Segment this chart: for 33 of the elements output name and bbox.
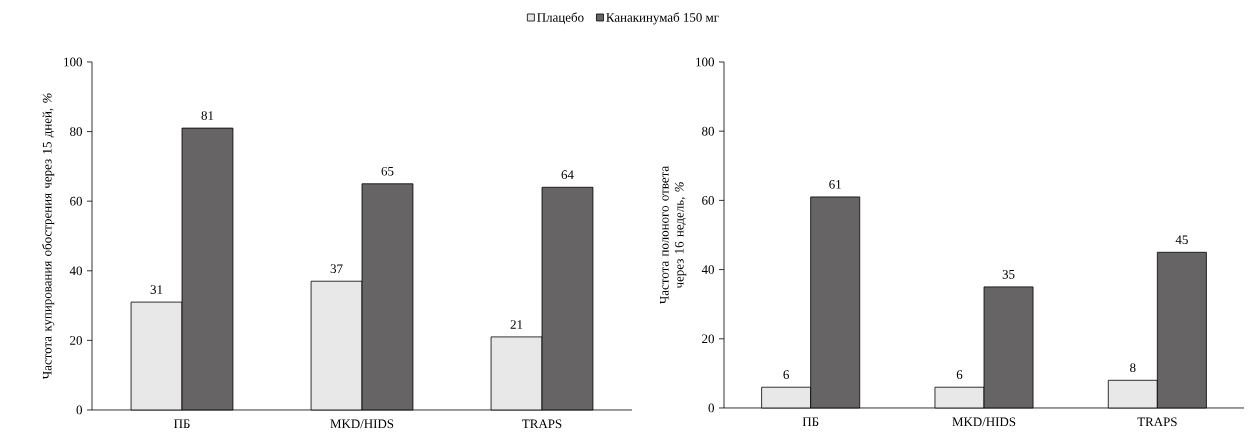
x-tick-label: ПБ: [173, 419, 190, 428]
x-tick-label: TRAPS: [522, 419, 562, 429]
data-label: 65: [381, 166, 394, 176]
x-tick-label: MKD/HIDS: [330, 419, 394, 429]
data-label: 64: [561, 170, 574, 180]
data-label: 35: [1002, 269, 1015, 279]
legend-label: Плацебо: [537, 12, 584, 25]
data-label: 21: [510, 320, 523, 329]
y-tick-label: 100: [64, 57, 82, 67]
x-tick-label: ПБ: [802, 417, 819, 426]
y-tick-label: 80: [70, 127, 82, 136]
legend-label: Канакинумаб 150 мг: [606, 12, 719, 25]
y-tick-label: 0: [708, 403, 715, 413]
data-label: 6: [783, 370, 790, 380]
y-tick-label: 40: [69, 266, 82, 276]
data-label: 31: [150, 285, 163, 294]
y-tick-label: 60: [702, 196, 714, 205]
y-axis-title: Частота купирования обострения через 15 дней, %: [42, 93, 55, 380]
y-tick-label: 80: [702, 126, 714, 136]
y-tick-label: 100: [696, 57, 714, 67]
data-label: 61: [829, 180, 841, 189]
y-tick-label: 20: [702, 334, 714, 344]
data-label: 81: [201, 111, 214, 120]
y-tick-label: 40: [701, 265, 714, 274]
x-tick-label: MKD/HIDS: [952, 417, 1016, 427]
data-label: 8: [1130, 363, 1136, 373]
y-tick-label: 20: [70, 336, 82, 345]
data-label: 37: [330, 264, 343, 274]
data-label: 6: [956, 370, 963, 380]
y-tick-label: 0: [76, 405, 82, 415]
x-tick-label: TRAPS: [1137, 417, 1177, 427]
data-label: 45: [1175, 235, 1188, 245]
y-tick-label: 60: [70, 196, 82, 206]
